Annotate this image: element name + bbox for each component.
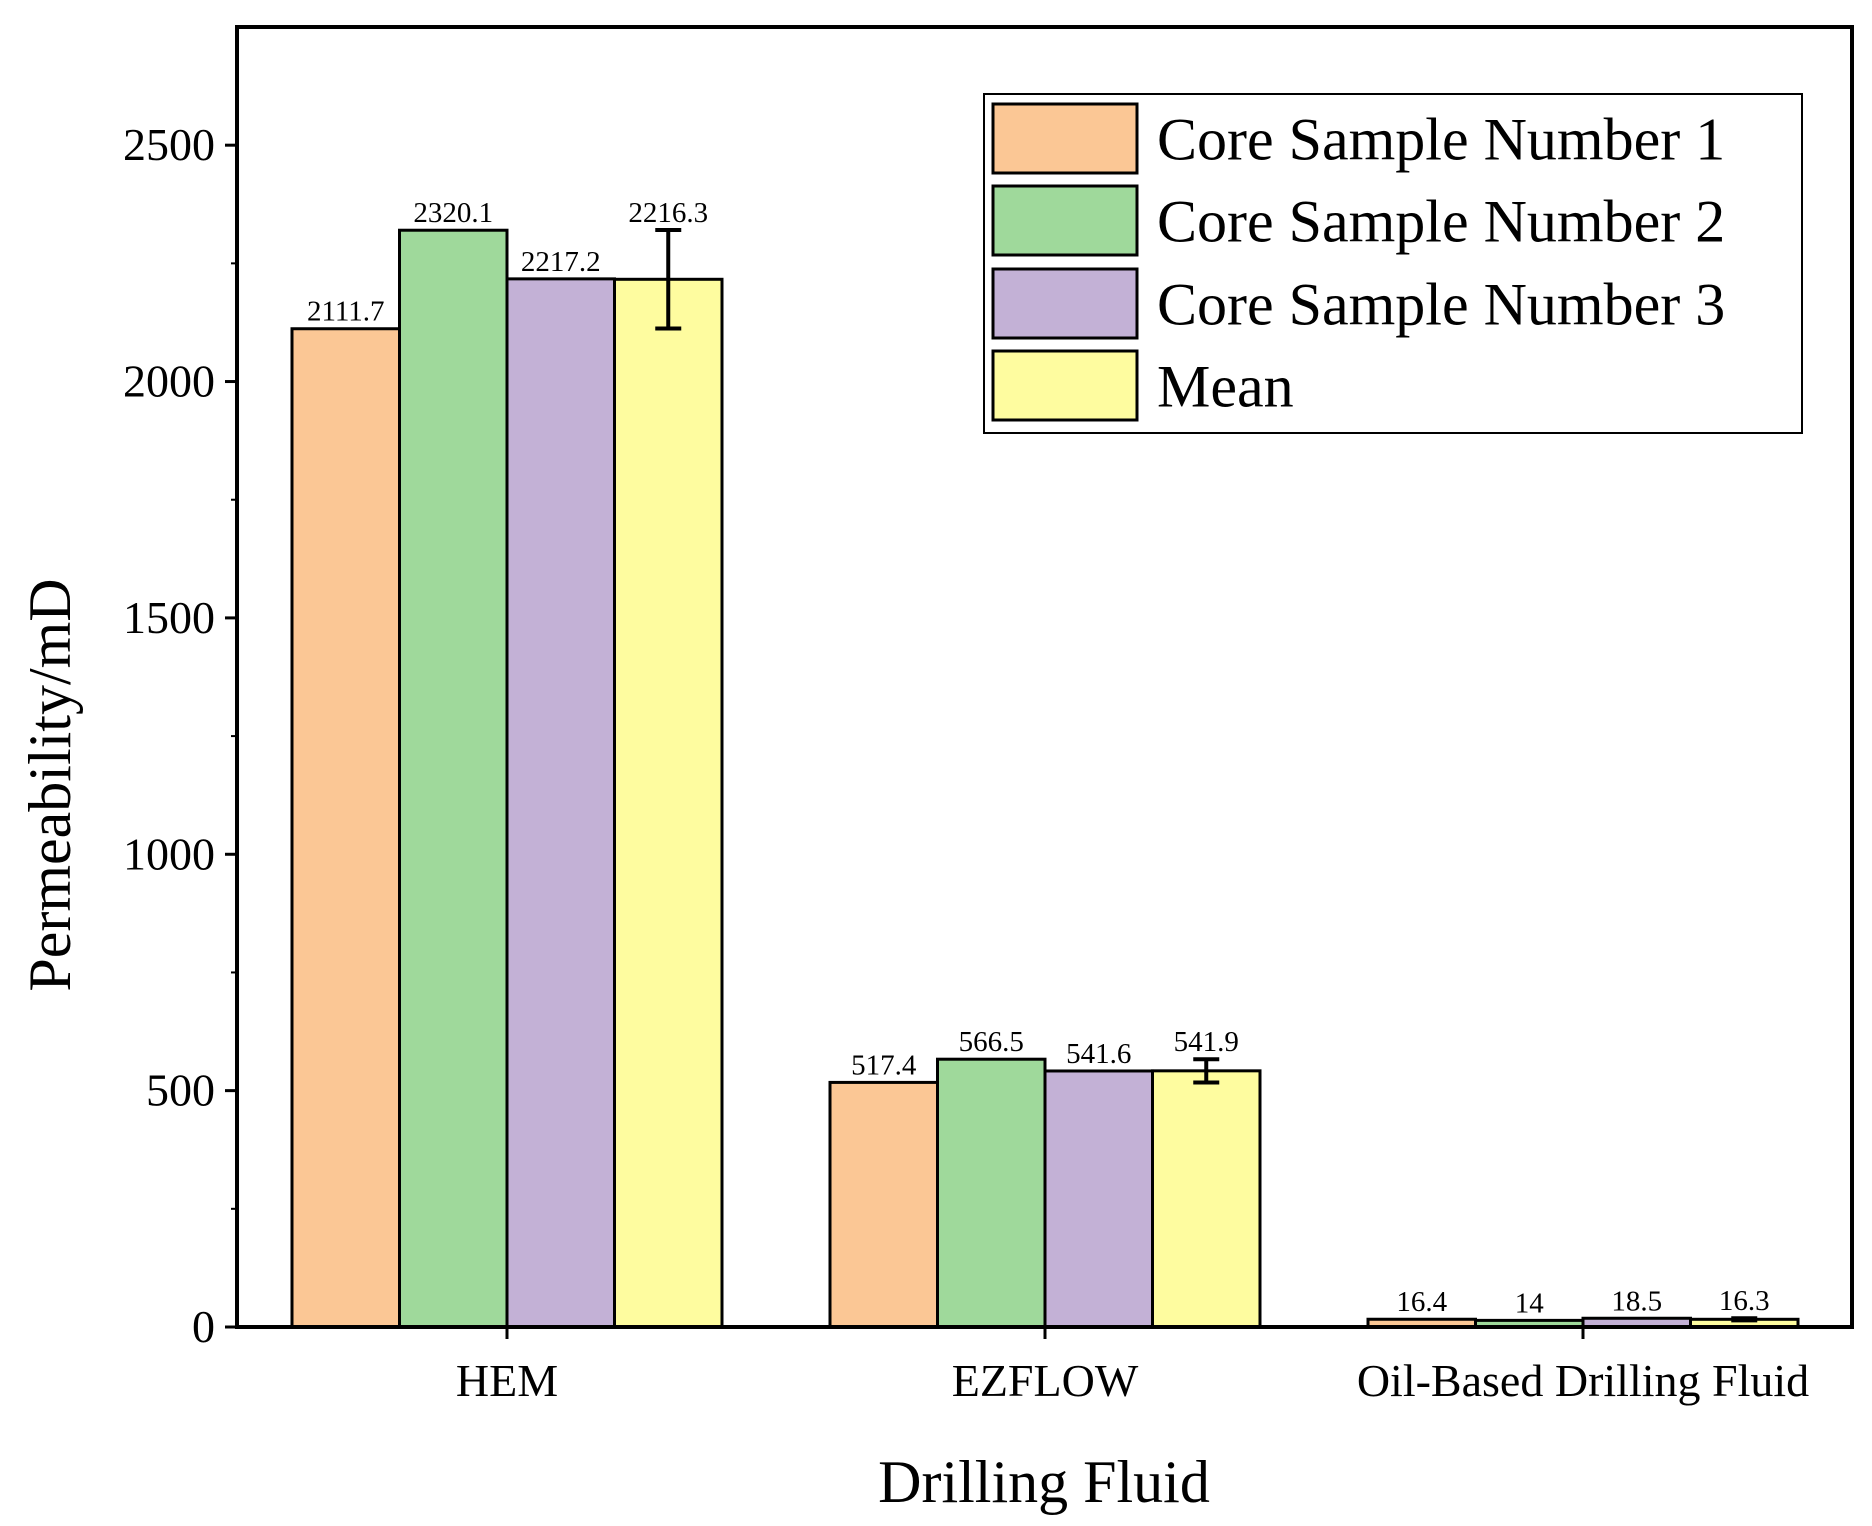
legend: Core Sample Number 1 Core Sample Number 2… [983,93,1803,434]
data-label: 16.4 [1396,1286,1447,1318]
x-axis-title: Drilling Fluid [878,1449,1210,1515]
data-label: 18.5 [1611,1285,1662,1317]
data-label: 2320.1 [413,197,493,229]
x-tick-label: EZFLOW [952,1355,1139,1406]
axis-layer: HEM EZFLOW Oil-Based Drilling Fluid 0 500 100… [123,25,1854,1406]
bar [1151,1069,1262,1329]
data-label: 16.3 [1719,1285,1770,1317]
legend-swatch [991,267,1139,340]
plot-frame [235,25,1854,1329]
y-tick-label: 2000 [123,356,215,407]
legend-swatch [991,349,1139,422]
bar [398,228,509,1329]
data-label: 541.9 [1174,1026,1239,1058]
bar [936,1057,1047,1329]
legend-swatch [991,102,1139,175]
legend-swatch [991,184,1139,257]
y-tick-label: 500 [146,1065,215,1116]
data-label: 2111.7 [307,296,385,328]
data-label: 566.5 [959,1026,1024,1058]
bar [613,277,724,1329]
data-label: 517.4 [851,1049,917,1081]
legend-label: Core Sample Number 1 [1157,107,1725,173]
labels-layer: 2111.7 2320.1 2217.2 2216.3 517.4 566.5 541.6 5… [307,197,1770,1319]
y-tick-label: 0 [192,1301,215,1352]
legend-label: Core Sample Number 3 [1157,272,1725,338]
y-tick-label: 2500 [123,119,215,170]
x-tick-label: HEM [456,1355,558,1406]
x-tick-label: Oil-Based Drilling Fluid [1357,1355,1809,1406]
legend-label: Mean [1157,354,1294,420]
data-label: 2217.2 [521,246,601,278]
bar [505,277,616,1329]
bar [1043,1069,1154,1329]
legend-label: Core Sample Number 2 [1157,189,1725,255]
y-tick-label: 1500 [123,592,215,643]
bars-layer [290,228,1800,1329]
y-axis-title: Permeability/mD [17,578,83,991]
data-label: 541.6 [1066,1038,1131,1070]
bar [828,1080,939,1329]
y-tick-label: 1000 [123,828,215,879]
data-label: 2216.3 [628,197,708,229]
data-label: 14 [1515,1287,1545,1319]
bar [290,327,401,1329]
